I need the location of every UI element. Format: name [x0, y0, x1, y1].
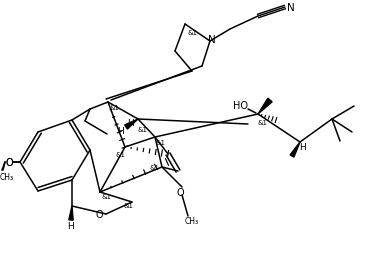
Text: &1: &1 — [124, 202, 134, 208]
Text: &1: &1 — [102, 193, 112, 199]
Text: &1: &1 — [138, 126, 148, 133]
Text: &1: &1 — [115, 151, 125, 157]
Text: &1: &1 — [149, 164, 159, 170]
Text: &1: &1 — [110, 105, 120, 110]
Text: CH₃: CH₃ — [185, 217, 199, 226]
Text: CH₃: CH₃ — [0, 172, 14, 181]
Polygon shape — [290, 142, 300, 157]
Text: O: O — [176, 187, 184, 197]
Text: &1: &1 — [188, 30, 198, 36]
Text: H: H — [300, 143, 307, 152]
Polygon shape — [69, 206, 73, 220]
Text: &1: &1 — [155, 139, 165, 146]
Text: &1: &1 — [258, 120, 268, 125]
Text: H: H — [127, 118, 133, 127]
Polygon shape — [125, 120, 138, 130]
Text: H: H — [117, 127, 123, 136]
Text: H: H — [68, 222, 74, 231]
Text: N: N — [287, 3, 295, 13]
Text: N: N — [208, 35, 216, 45]
Polygon shape — [258, 99, 272, 115]
Text: O: O — [95, 209, 103, 219]
Text: HO: HO — [233, 101, 248, 110]
Text: O: O — [5, 157, 13, 167]
Text: O: O — [5, 157, 13, 167]
